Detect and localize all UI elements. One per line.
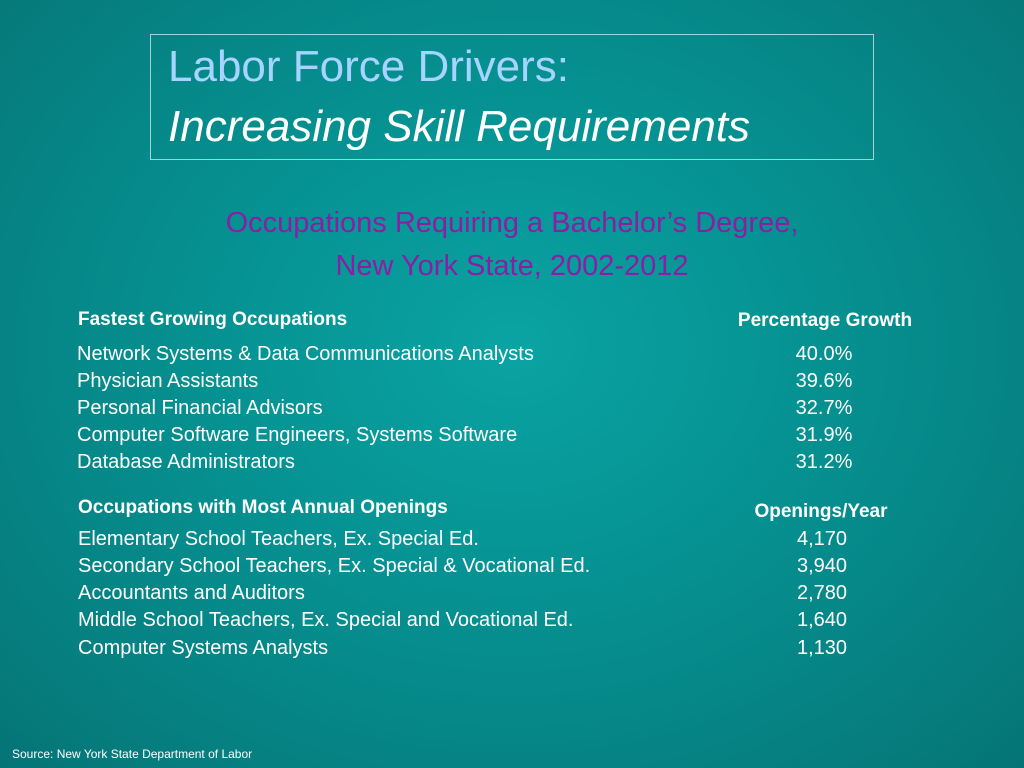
percentage-growth-header: Percentage Growth: [737, 310, 913, 331]
fastest-row-2-name: Physician Assistants: [77, 370, 259, 392]
title-box: Labor Force Drivers: Increasing Skill Re…: [150, 34, 874, 160]
fastest-row-1-name: Network Systems & Data Communications An…: [77, 343, 534, 365]
subtitle-line-2: New York State, 2002-2012: [335, 250, 689, 282]
openings-row-1-name: Elementary School Teachers, Ex. Special …: [78, 528, 479, 550]
fastest-row-2-value: 39.6%: [795, 370, 853, 392]
fastest-row-1-value: 40.0%: [795, 343, 853, 365]
title-line-1: Labor Force Drivers:: [168, 42, 570, 91]
fastest-row-4-name: Computer Software Engineers, Systems Sof…: [77, 424, 518, 446]
source-note: Source: New York State Department of Lab…: [12, 747, 253, 761]
openings-row-4-name: Middle School Teachers, Ex. Special and …: [78, 609, 574, 631]
openings-section-header: Occupations with Most Annual Openings: [78, 497, 448, 518]
fastest-row-3-value: 32.7%: [795, 397, 853, 419]
fastest-row-5-name: Database Administrators: [77, 451, 295, 473]
openings-row-1-value: 4,170: [796, 528, 848, 550]
openings-row-2-name: Secondary School Teachers, Ex. Special &…: [78, 555, 591, 577]
title-line-2: Increasing Skill Requirements: [168, 102, 751, 151]
subtitle-line-1: Occupations Requiring a Bachelor’s Degre…: [225, 207, 799, 239]
fastest-row-5-value: 31.2%: [795, 451, 853, 473]
openings-row-4-value: 1,640: [796, 609, 848, 631]
openings-row-5-name: Computer Systems Analysts: [78, 637, 329, 659]
fastest-row-4-value: 31.9%: [795, 424, 853, 446]
fastest-row-3-name: Personal Financial Advisors: [77, 397, 323, 419]
openings-per-year-header: Openings/Year: [754, 501, 888, 522]
openings-row-3-name: Accountants and Auditors: [78, 582, 305, 604]
openings-row-3-value: 2,780: [796, 582, 848, 604]
openings-row-2-value: 3,940: [796, 555, 848, 577]
openings-row-5-value: 1,130: [796, 637, 848, 659]
fastest-section-header: Fastest Growing Occupations: [78, 309, 348, 330]
